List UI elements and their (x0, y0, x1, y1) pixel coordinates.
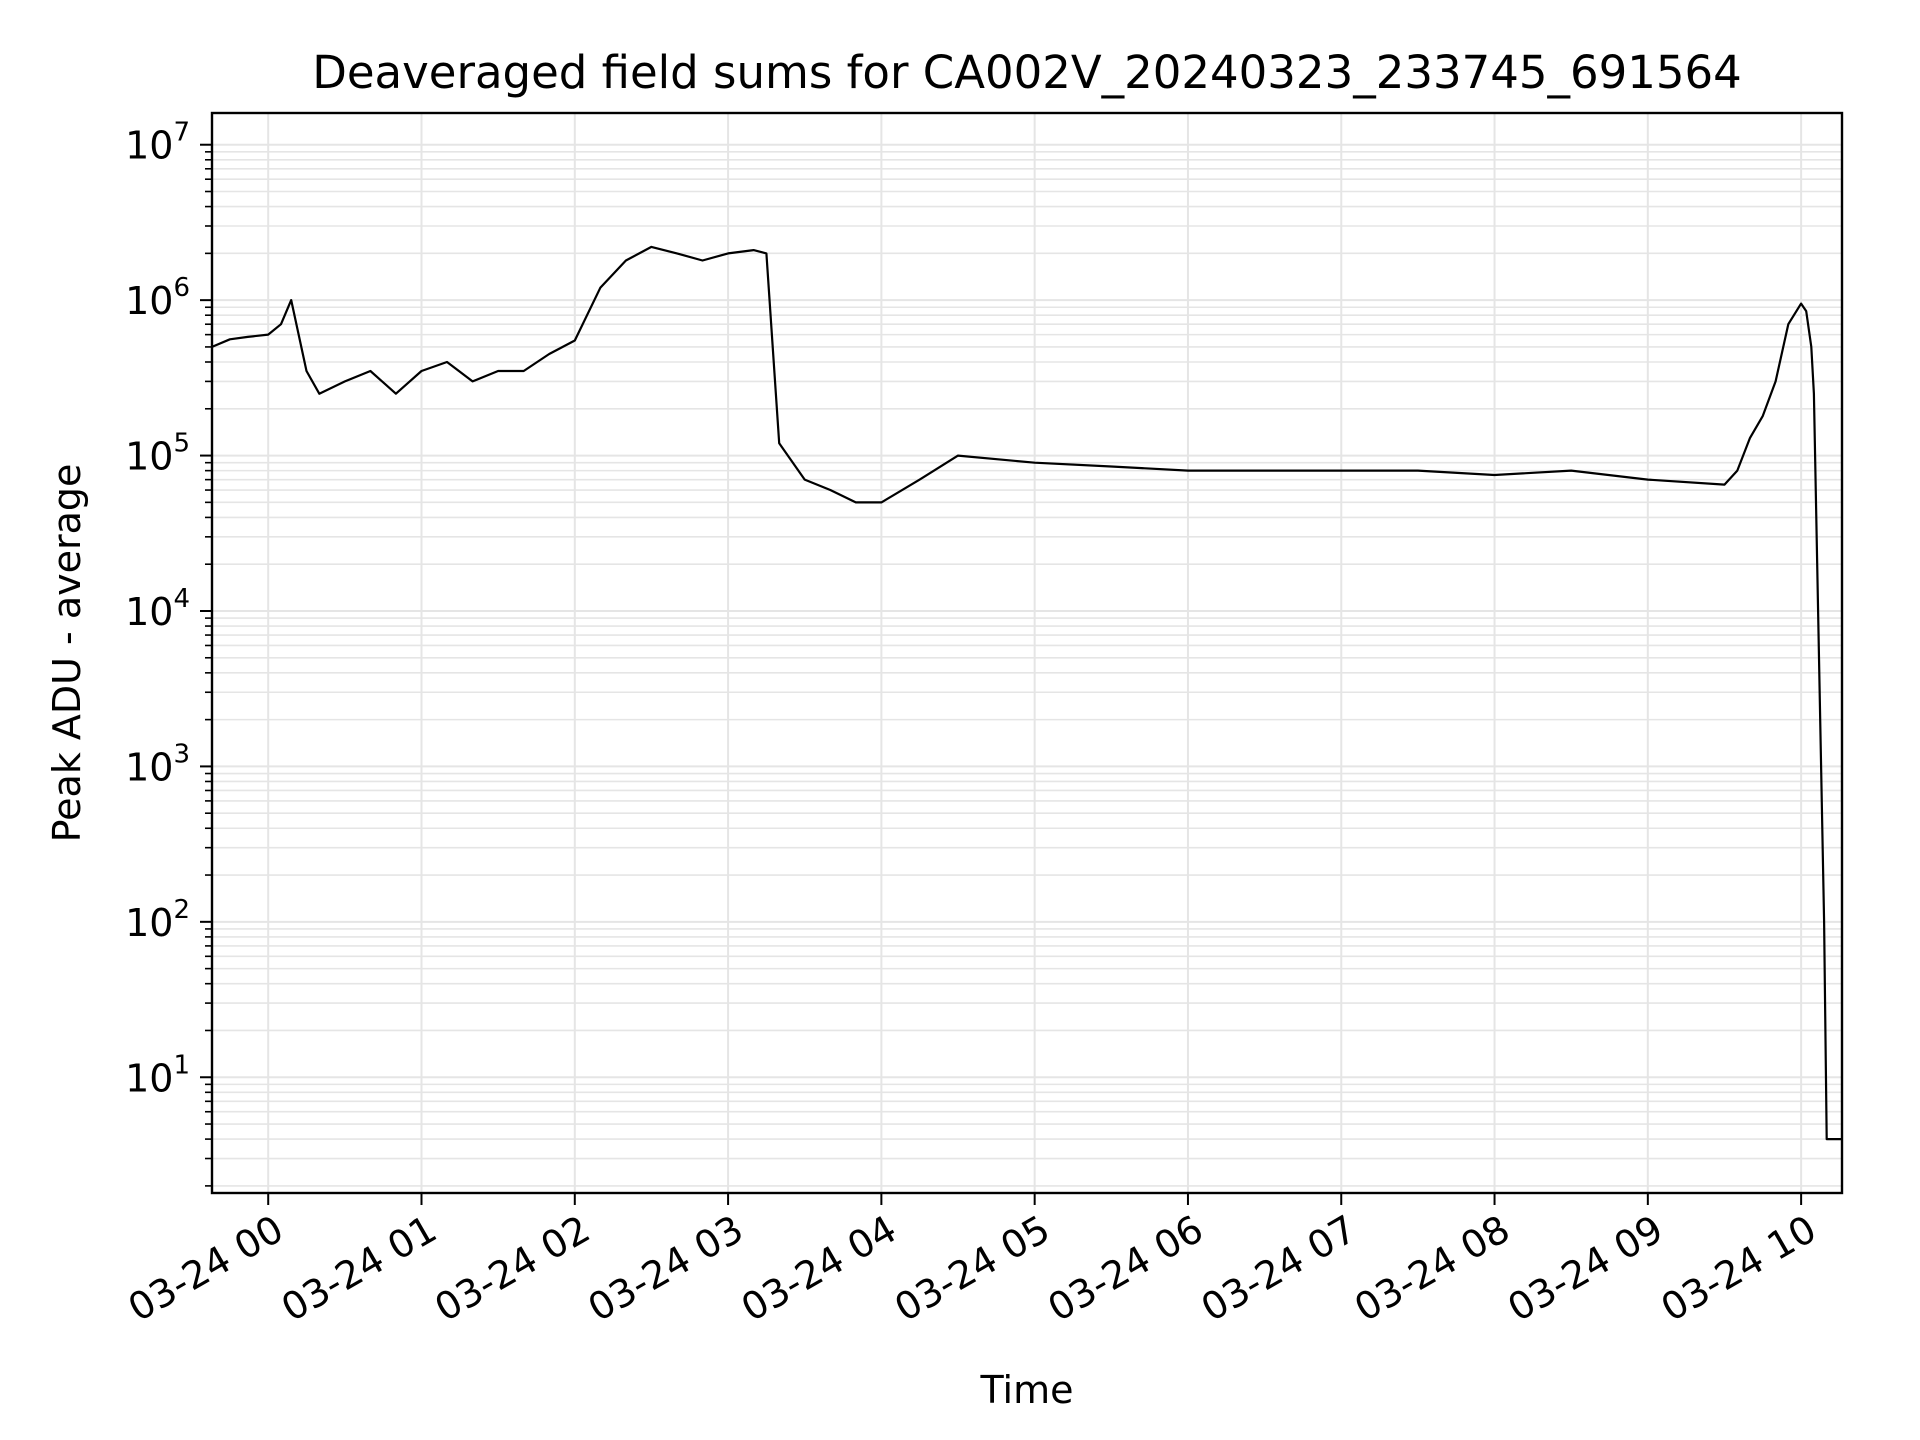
y-tick-label: 101 (125, 1050, 190, 1100)
y-axis-label: Peak ADU - average (45, 464, 89, 843)
grid-lines (212, 113, 1842, 1193)
y-tick-label: 104 (125, 584, 190, 634)
y-tick-label: 103 (125, 739, 190, 789)
y-tick-label: 106 (125, 273, 190, 323)
y-tick-label: 105 (125, 429, 190, 479)
y-axis: 101 102 103 104 105 106 107 (125, 118, 212, 1187)
series-line (211, 245, 1842, 1141)
plot-frame (210, 111, 1844, 1195)
y-tick-label: 107 (125, 118, 190, 168)
x-axis-label: Time (980, 1368, 1074, 1412)
plot-area (211, 245, 1842, 1141)
y-tick-label: 102 (125, 895, 190, 945)
chart-title: Deaveraged field sums for CA002V_2024032… (312, 46, 1742, 99)
